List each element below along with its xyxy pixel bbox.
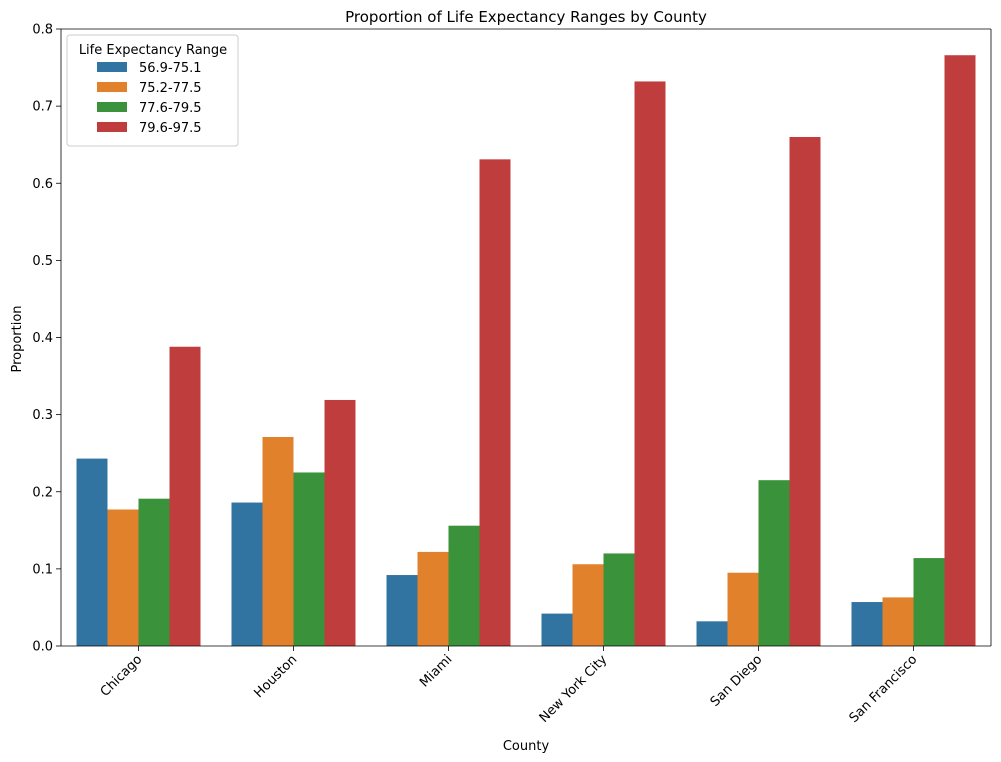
y-tick-label: 0.2 — [32, 485, 53, 500]
legend: Life Expectancy Range 56.9-75.1 75.2-77.5… — [66, 34, 239, 147]
bar — [696, 621, 728, 646]
legend-label: 79.6-97.5 — [139, 121, 202, 136]
y-tick-label: 0.5 — [32, 254, 53, 269]
bar — [386, 575, 418, 646]
bar — [169, 346, 201, 646]
bar — [572, 564, 604, 646]
bar — [603, 553, 635, 646]
bar — [138, 498, 170, 646]
bar — [541, 613, 573, 646]
bar — [324, 399, 356, 646]
y-tick-label: 0.8 — [32, 23, 53, 38]
bar — [107, 509, 139, 646]
bar — [479, 159, 511, 646]
x-axis-label: County — [503, 739, 550, 754]
legend-label: 77.6-79.5 — [139, 101, 202, 116]
legend-entries: 56.9-75.1 75.2-77.5 77.6-79.5 79.6-97.5 — [97, 61, 202, 136]
y-tick-label: 0.3 — [32, 408, 53, 423]
y-tick-label: 0.1 — [32, 562, 53, 577]
bar — [727, 572, 759, 646]
y-tick-label: 0.6 — [32, 177, 53, 192]
bar — [417, 551, 449, 646]
bar — [882, 597, 914, 646]
y-tick-label: 0.4 — [32, 331, 53, 346]
bar — [851, 602, 883, 646]
bar — [944, 55, 976, 647]
legend-swatch — [97, 62, 127, 72]
legend-label: 56.9-75.1 — [139, 61, 202, 76]
bar — [758, 480, 790, 646]
bar — [789, 136, 821, 647]
legend-title: Life Expectancy Range — [79, 43, 227, 58]
bar — [231, 502, 263, 646]
legend-swatch — [97, 82, 127, 92]
chart-title: Proportion of Life Expectancy Ranges by … — [345, 8, 707, 26]
bar — [448, 525, 480, 646]
legend-label: 75.2-77.5 — [139, 81, 202, 96]
y-tick-label: 0.7 — [32, 100, 53, 115]
bar — [76, 458, 108, 646]
y-axis-label: Proportion — [10, 305, 25, 372]
legend-swatch — [97, 102, 127, 112]
bar — [262, 436, 294, 646]
bar — [634, 81, 666, 646]
bar — [293, 472, 325, 646]
bar — [913, 558, 945, 646]
y-tick-label: 0.0 — [32, 640, 53, 655]
legend-swatch — [97, 122, 127, 132]
